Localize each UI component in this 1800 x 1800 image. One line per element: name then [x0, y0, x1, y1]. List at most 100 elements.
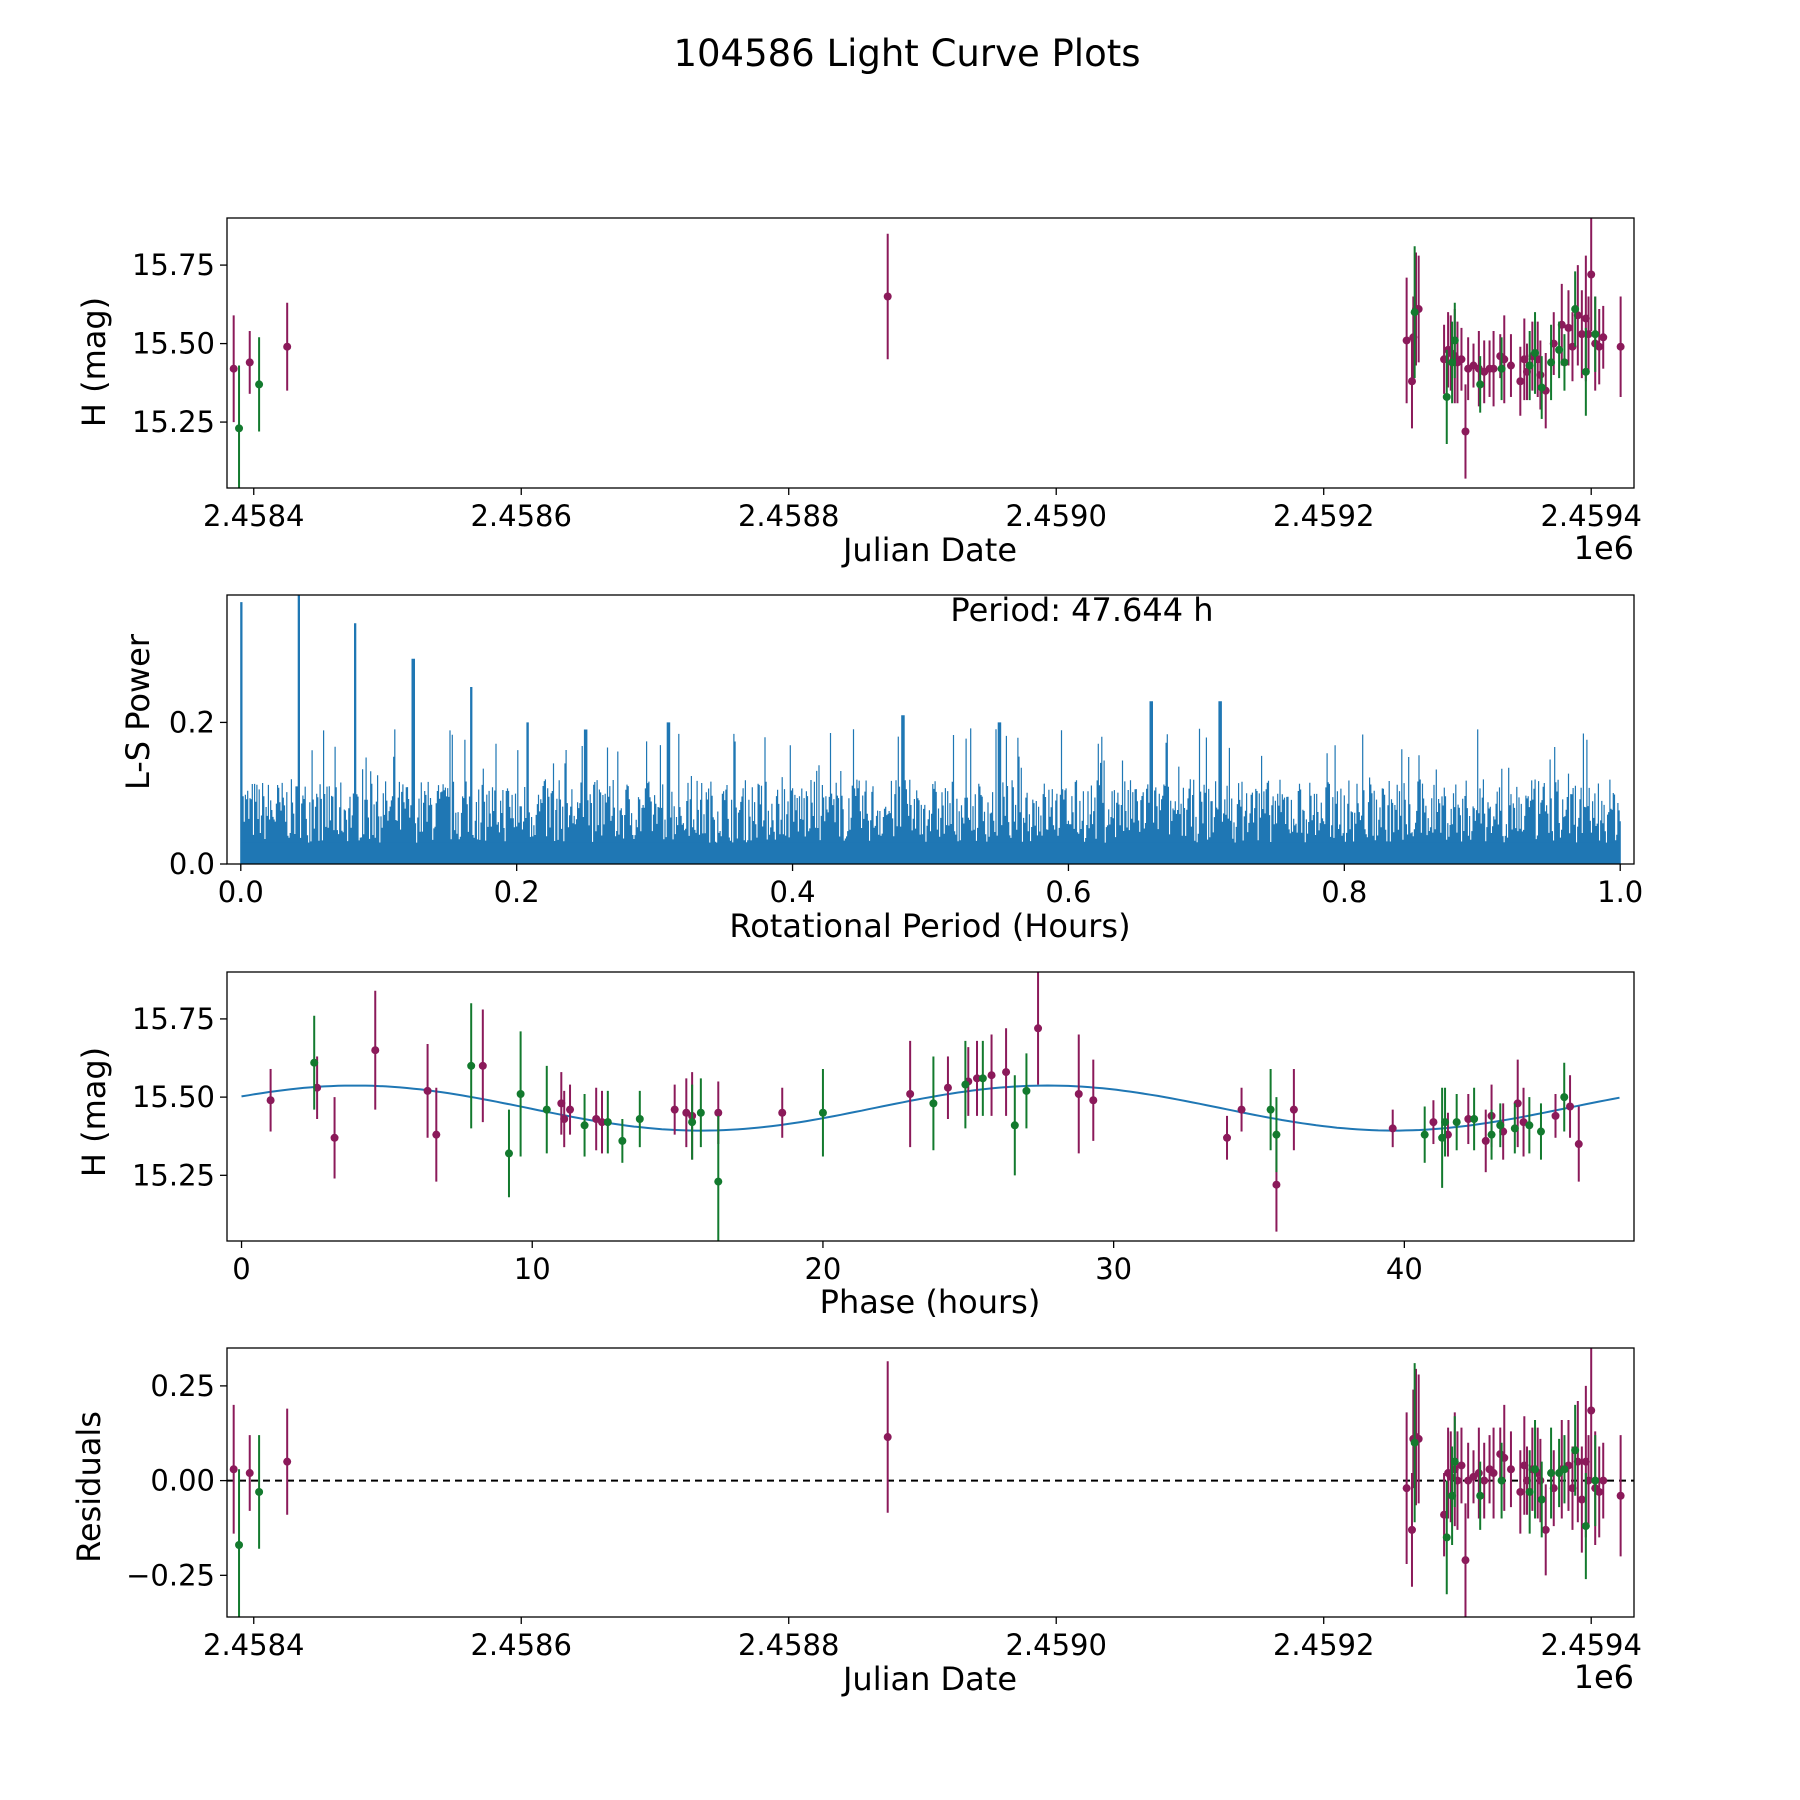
band_b-point — [310, 1058, 319, 1067]
band_a-point — [1464, 1115, 1473, 1124]
band_b-point — [1450, 336, 1459, 345]
band_a-point — [1474, 1469, 1483, 1478]
residuals-xlabel: Julian Date — [841, 1660, 1017, 1698]
band_a-point — [1541, 1525, 1550, 1534]
band_b-point — [1022, 1086, 1031, 1095]
band_b-point — [696, 1108, 705, 1117]
lightcurve-frame — [226, 217, 1635, 489]
residuals-offset-label: 1e6 — [1574, 1658, 1634, 1696]
y-tick-label: 15.50 — [132, 327, 215, 361]
band_b-point — [1591, 330, 1600, 339]
band_b-point — [1537, 1495, 1546, 1504]
band_b-point — [1470, 1115, 1479, 1124]
x-tick-label: 2.4588 — [738, 499, 839, 533]
band_b-point — [1560, 1465, 1569, 1474]
periodogram-panel: L-S Power Rotational Period (Hours) Peri… — [119, 591, 1643, 945]
y-tick-label: 0.0 — [169, 847, 215, 881]
band_a-point — [1616, 1491, 1625, 1500]
band_a-point — [1481, 1136, 1490, 1145]
band_a-point — [778, 1108, 787, 1117]
band_b-point — [1450, 1457, 1459, 1466]
band_a-point — [1587, 270, 1596, 279]
band_a-point — [1074, 1089, 1083, 1098]
band_b-point — [1525, 361, 1534, 370]
x-tick-label: 0.2 — [494, 875, 540, 909]
band_b-point — [1266, 1105, 1275, 1114]
lightcurve-panel: H (mag) Julian Date 1e6 2.4584 2.4586 2.45… — [75, 217, 1642, 569]
band_b-point — [235, 424, 244, 433]
y-tick-label: −0.25 — [126, 1558, 215, 1592]
band_a-point — [1407, 1525, 1416, 1534]
period-annotation: Period: 47.644 h — [950, 591, 1213, 629]
residuals-ylabel: Residuals — [70, 1411, 108, 1563]
x-tick-label: 2.4594 — [1540, 499, 1641, 533]
band_b-point — [1555, 345, 1564, 354]
periodogram-ticks: 0.0 0.2 0.4 0.6 0.8 1.0 0.0 0.2 — [169, 705, 1643, 909]
band_b-point — [1487, 1130, 1496, 1139]
band_b-point — [1497, 364, 1506, 373]
band_b-point — [618, 1136, 627, 1145]
band_a-point — [1506, 1465, 1515, 1474]
periodogram-xlabel: Rotational Period (Hours) — [729, 907, 1130, 945]
x-tick-label: 2.4592 — [1273, 1628, 1374, 1662]
band_b-point — [688, 1118, 697, 1127]
band_a-point — [1461, 1556, 1470, 1565]
band_b-point — [1010, 1121, 1019, 1130]
band_a-point — [1595, 342, 1604, 351]
band_a-point — [714, 1108, 723, 1117]
y-tick-label: 15.25 — [132, 405, 215, 439]
x-tick-label: 2.4594 — [1540, 1628, 1641, 1662]
band_a-point — [478, 1061, 487, 1070]
band_b-point — [1510, 1124, 1519, 1133]
band_a-point — [1480, 1476, 1489, 1485]
band_a-point — [229, 364, 238, 373]
band_b-point — [961, 1080, 970, 1089]
x-tick-label: 2.4590 — [1005, 499, 1106, 533]
band_b-point — [978, 1074, 987, 1083]
band_b-point — [1442, 392, 1451, 401]
x-tick-label: 2.4584 — [203, 1628, 304, 1662]
band_a-point — [266, 1096, 275, 1105]
x-tick-label: 0.0 — [218, 875, 264, 909]
x-tick-label: 2.4586 — [470, 499, 571, 533]
band_a-point — [1489, 1469, 1498, 1478]
band_b-point — [1581, 367, 1590, 376]
band_a-point — [1223, 1133, 1232, 1142]
y-tick-label: 0.2 — [169, 705, 215, 739]
band_a-point — [229, 1465, 238, 1474]
band_b-point — [1571, 1446, 1580, 1455]
band_a-point — [1272, 1180, 1281, 1189]
band_a-point — [1457, 1461, 1466, 1470]
residuals-points — [227, 1348, 1634, 1617]
x-tick-label: 0.4 — [769, 875, 815, 909]
y-tick-label: 15.75 — [132, 248, 215, 282]
band_a-point — [330, 1133, 339, 1142]
band_b-point — [1525, 1121, 1534, 1130]
band_a-point — [1587, 1406, 1596, 1415]
periodogram-floor — [240, 842, 1621, 864]
phased-xlabel: Phase (hours) — [820, 1283, 1041, 1321]
band_a-point — [987, 1071, 996, 1080]
band_a-point — [906, 1089, 915, 1098]
band_a-point — [283, 1457, 292, 1466]
x-tick-label: 2.4584 — [203, 499, 304, 533]
band_b-point — [467, 1061, 476, 1070]
band_b-point — [1410, 308, 1419, 317]
band_b-point — [1547, 1469, 1556, 1478]
lightcurve-xlabel: Julian Date — [841, 531, 1017, 569]
lightcurve-points — [229, 218, 1625, 488]
band_b-point — [1560, 1093, 1569, 1102]
band_b-point — [1531, 1465, 1540, 1474]
x-tick-label: 0 — [232, 1252, 250, 1286]
band_a-point — [1506, 361, 1515, 370]
x-tick-label: 2.4590 — [1005, 1628, 1106, 1662]
band_a-point — [245, 358, 254, 367]
band_a-point — [883, 292, 892, 301]
band_b-point — [1560, 358, 1569, 367]
band_b-point — [1581, 1522, 1590, 1531]
x-tick-label: 40 — [1386, 1252, 1423, 1286]
band_a-point — [423, 1086, 432, 1095]
band_a-point — [1402, 336, 1411, 345]
x-tick-label: 2.4588 — [738, 1628, 839, 1662]
